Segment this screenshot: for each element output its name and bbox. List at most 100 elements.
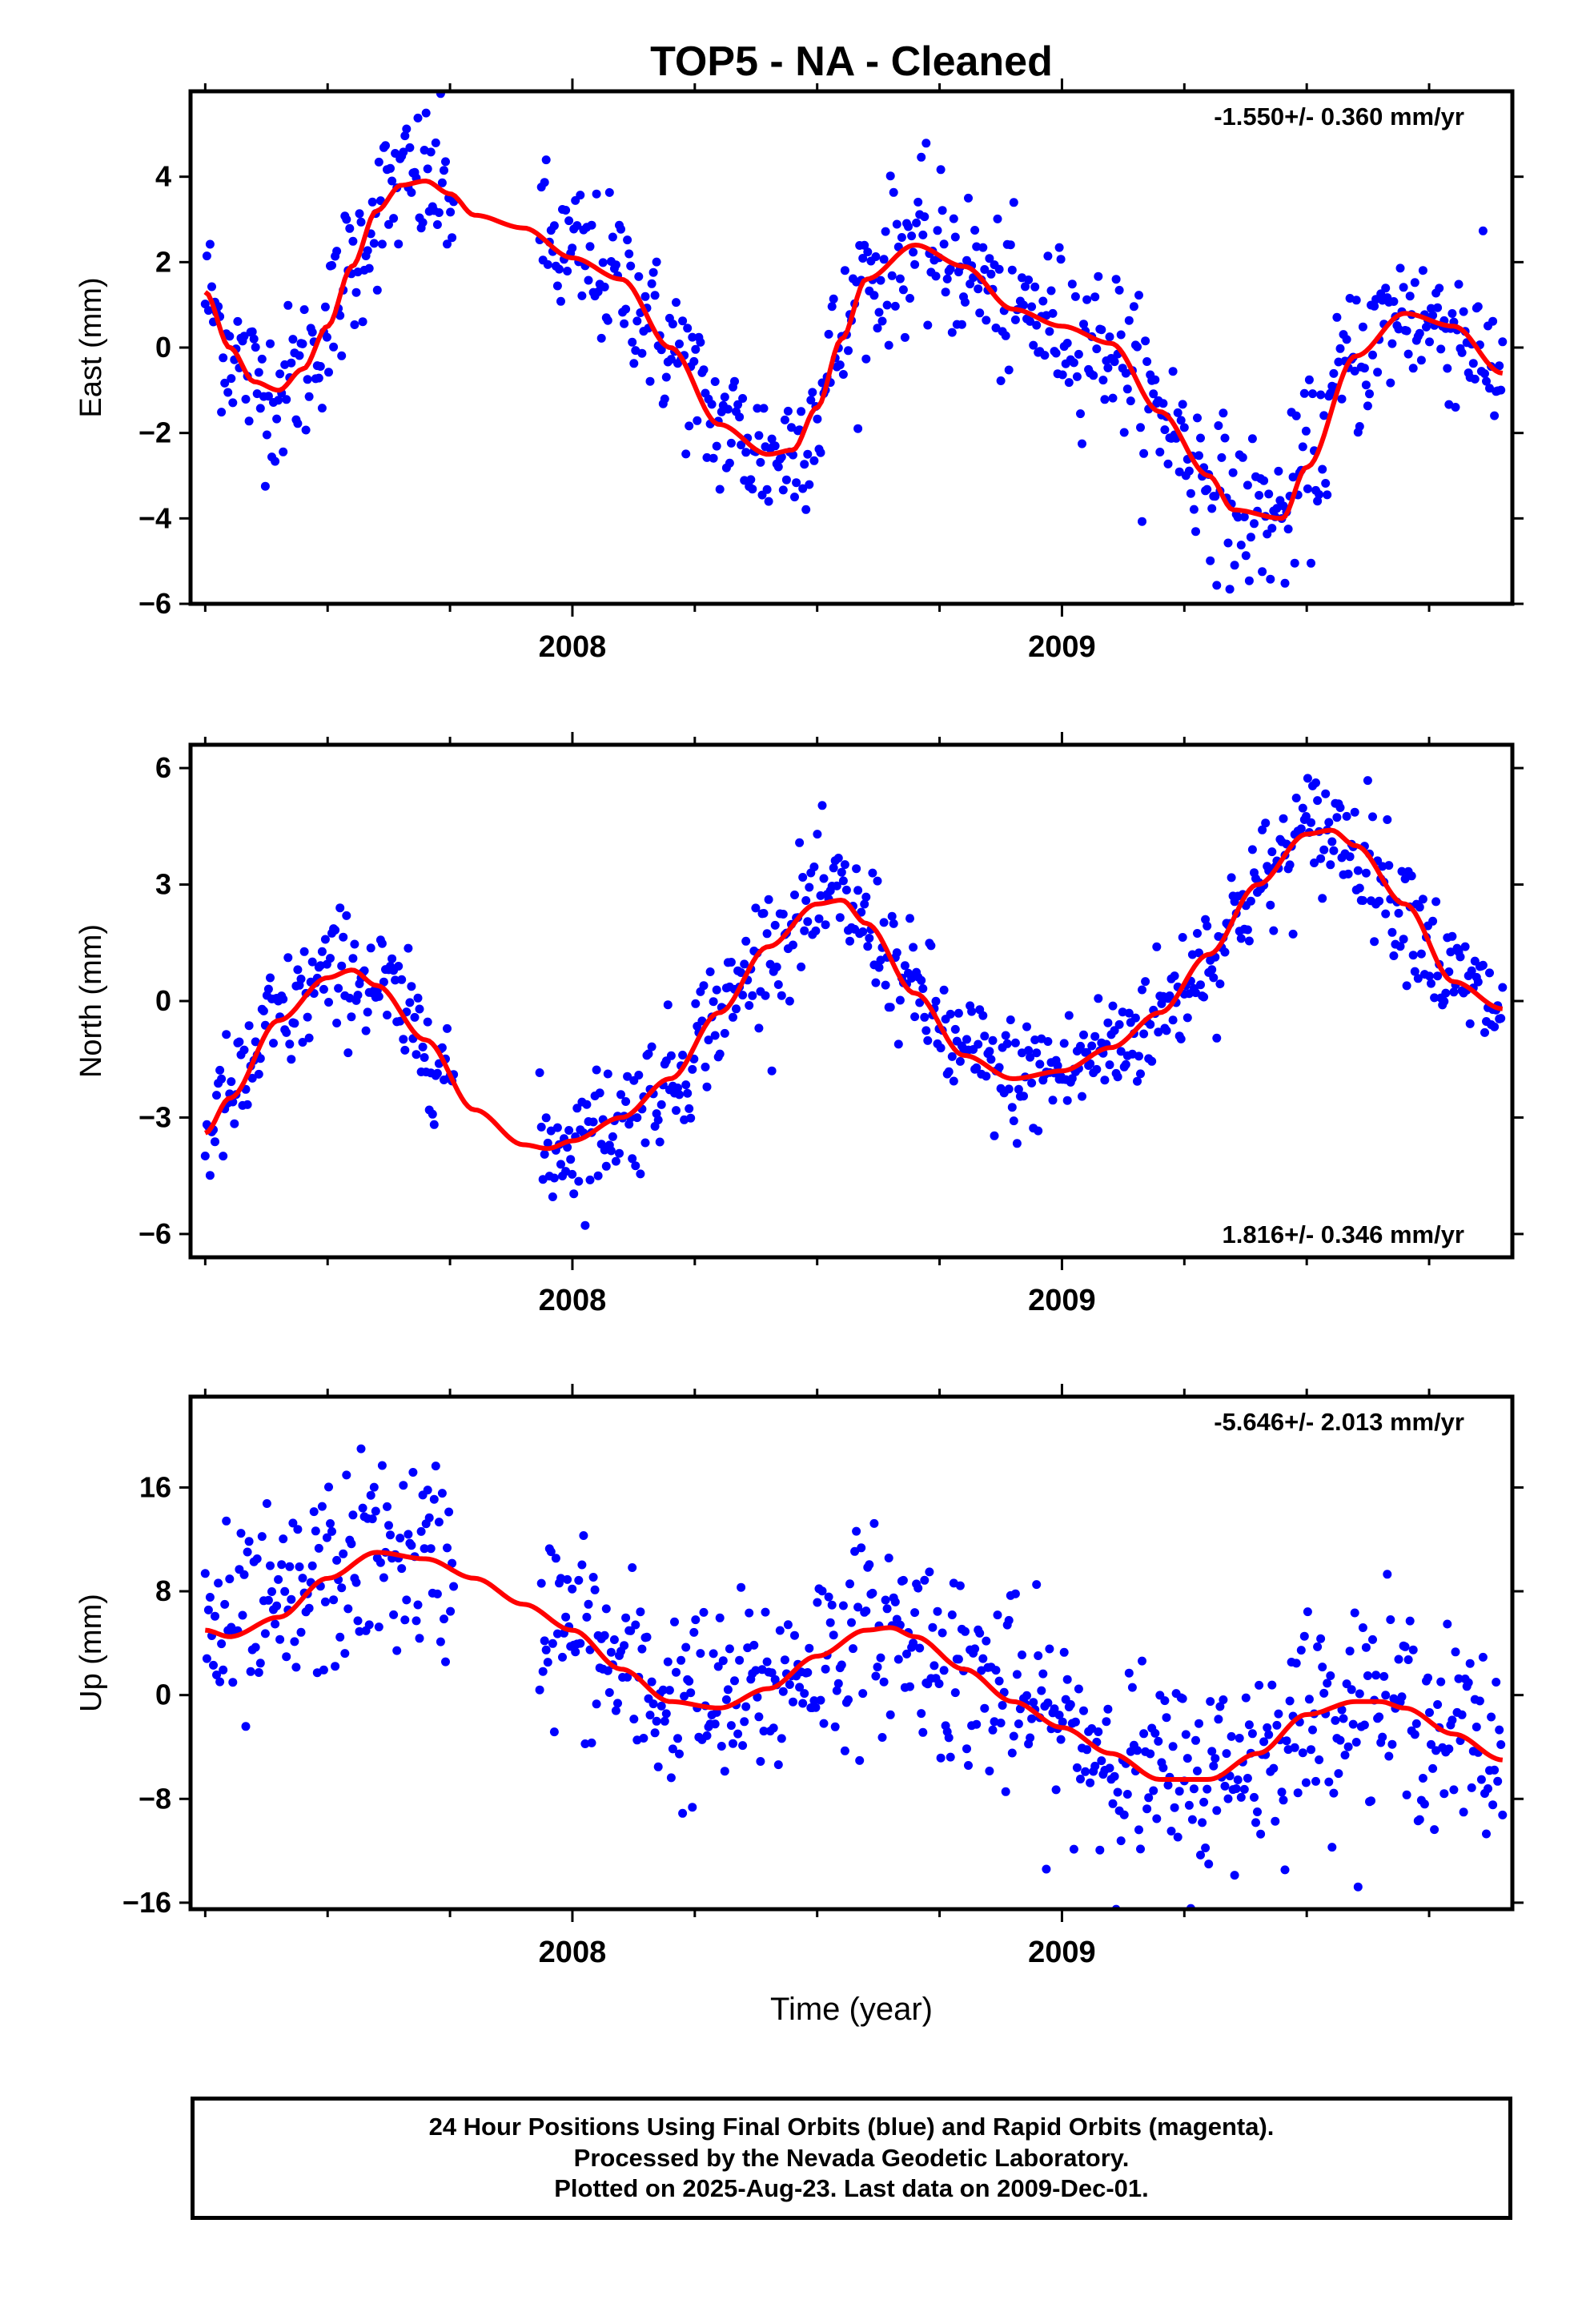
data-point <box>353 991 363 1000</box>
data-point <box>1119 428 1129 437</box>
data-point <box>1212 1033 1222 1043</box>
data-point <box>725 1644 734 1654</box>
data-point <box>1043 251 1053 261</box>
data-point <box>247 327 257 336</box>
rate-annotation: -5.646+/- 2.013 mm/yr <box>1214 1408 1464 1436</box>
data-point <box>675 340 684 348</box>
data-point <box>574 1176 584 1186</box>
data-point <box>868 868 877 878</box>
x-tick-label: 2008 <box>539 1284 607 1317</box>
data-point <box>275 369 285 379</box>
data-point <box>1395 263 1405 273</box>
data-point <box>1261 818 1271 828</box>
data-point <box>647 1677 656 1687</box>
data-point <box>1178 400 1187 409</box>
data-point <box>436 1637 445 1647</box>
data-point <box>432 220 442 229</box>
data-point <box>1241 551 1251 561</box>
data-point <box>942 274 952 283</box>
data-point <box>1110 1771 1119 1781</box>
data-point <box>819 874 829 883</box>
data-point <box>879 1677 889 1687</box>
data-point <box>665 1686 674 1695</box>
data-point <box>613 1699 622 1708</box>
data-point <box>1019 300 1028 310</box>
data-point <box>1026 1052 1035 1062</box>
data-point <box>967 1007 977 1016</box>
data-point <box>1079 1030 1088 1039</box>
scatter-points-1 <box>200 91 1508 594</box>
data-point <box>1152 942 1162 951</box>
data-point <box>1323 1679 1332 1688</box>
data-point <box>939 1666 949 1675</box>
data-point <box>780 415 789 424</box>
data-point <box>893 1655 903 1664</box>
data-point <box>1395 942 1405 951</box>
data-point <box>1212 581 1222 590</box>
data-point <box>905 294 914 303</box>
data-point <box>1468 359 1478 368</box>
data-point <box>394 962 404 971</box>
data-point <box>868 1588 877 1598</box>
data-point <box>1484 1784 1492 1793</box>
data-point <box>1193 413 1202 423</box>
data-point <box>634 271 644 281</box>
data-point <box>415 1634 424 1643</box>
data-point <box>947 1051 957 1061</box>
data-point <box>913 197 923 207</box>
data-point <box>582 1100 592 1109</box>
data-point <box>356 1444 366 1454</box>
data-point <box>420 1544 429 1554</box>
data-point <box>824 329 833 339</box>
data-point <box>584 1599 593 1609</box>
data-point <box>817 801 827 810</box>
data-point <box>699 365 709 375</box>
data-point <box>740 476 749 485</box>
data-point <box>840 266 849 275</box>
data-point <box>737 440 746 450</box>
data-point <box>1173 408 1182 417</box>
data-point <box>629 359 639 368</box>
data-point <box>678 316 688 326</box>
data-point <box>1363 1671 1372 1680</box>
data-point <box>778 1687 788 1696</box>
data-point <box>320 302 330 312</box>
data-point <box>223 388 233 397</box>
data-point <box>296 975 306 983</box>
data-point <box>934 1679 944 1688</box>
data-point <box>798 1699 808 1708</box>
data-point <box>437 1043 447 1052</box>
data-point <box>1079 320 1088 329</box>
data-point <box>1195 948 1203 958</box>
data-point <box>1040 351 1050 360</box>
data-point <box>1280 1865 1290 1875</box>
data-point <box>882 1604 892 1614</box>
data-point <box>735 412 745 422</box>
data-point <box>1103 1704 1113 1714</box>
data-point <box>994 264 1004 274</box>
data-point <box>1350 1608 1359 1618</box>
data-point <box>978 1654 988 1663</box>
data-point <box>689 1627 699 1637</box>
y-tick-label: −4 <box>139 501 171 534</box>
data-point <box>1058 370 1067 380</box>
data-point <box>374 1622 383 1632</box>
data-point <box>658 1685 668 1695</box>
data-point <box>1081 1767 1090 1776</box>
data-point <box>1428 1763 1438 1773</box>
data-point <box>1105 1763 1114 1773</box>
data-point <box>363 246 372 255</box>
data-point <box>556 296 565 306</box>
data-point <box>1165 991 1174 1000</box>
data-point <box>1308 1725 1317 1735</box>
data-point <box>303 1012 312 1022</box>
data-point <box>1004 1615 1014 1625</box>
data-point <box>548 1638 557 1648</box>
data-point <box>1470 374 1480 384</box>
data-point <box>279 447 288 456</box>
data-point <box>861 892 871 902</box>
data-point <box>996 376 1006 385</box>
data-point <box>1408 364 1418 373</box>
data-point <box>1067 1074 1077 1084</box>
data-point <box>873 324 882 333</box>
